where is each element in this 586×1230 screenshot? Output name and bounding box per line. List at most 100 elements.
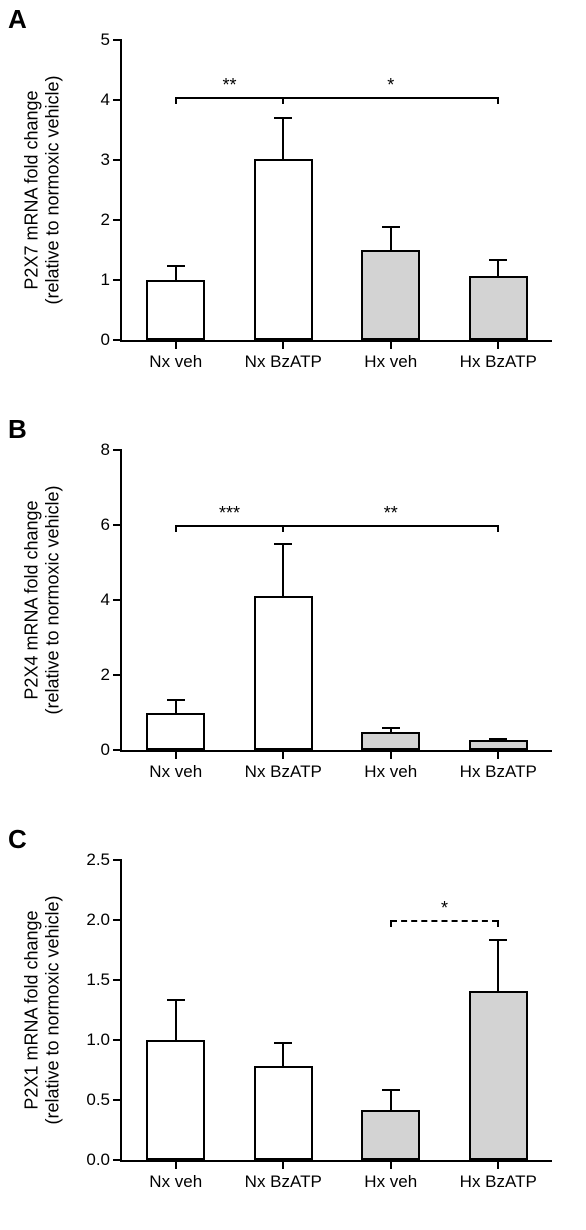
sig-bracket-tick [282,97,284,104]
bar [254,1066,313,1160]
bar [254,596,313,751]
bar [146,713,205,751]
y-tick [113,749,122,751]
x-tick-label: Nx veh [149,762,202,782]
bar [469,991,528,1160]
sig-label: * [387,75,394,96]
x-tick-label: Hx BzATP [460,1172,537,1192]
y-tick [113,674,122,676]
y-tick [113,159,122,161]
sig-bracket-tick [390,920,392,927]
x-tick-label: Nx BzATP [245,1172,322,1192]
bar [469,276,528,340]
y-tick-label: 3 [101,150,110,170]
error-bar [175,999,177,1040]
sig-bracket [283,525,498,527]
y-tick [113,99,122,101]
x-tick [390,340,392,349]
y-tick [113,1159,122,1161]
bar [146,1040,205,1160]
sig-bracket [176,525,284,527]
x-tick-label: Nx BzATP [245,352,322,372]
x-tick [497,1160,499,1169]
bar [361,1110,420,1160]
y-tick-label: 8 [101,440,110,460]
y-tick-label: 1 [101,270,110,290]
x-tick-label: Nx BzATP [245,762,322,782]
x-tick [497,340,499,349]
sig-bracket-tick [175,97,177,104]
x-tick-label: Hx BzATP [460,352,537,372]
error-cap [382,226,400,228]
bar [254,159,313,340]
x-tick [175,340,177,349]
error-cap [489,259,507,261]
y-tick-label: 4 [101,590,110,610]
y-tick [113,1099,122,1101]
error-bar [282,117,284,159]
error-bar [497,259,499,276]
panel-C: C P2X1 mRNA fold change(relative to normo… [0,820,586,1220]
x-tick-label: Hx veh [364,1172,417,1192]
x-tick-label: Hx veh [364,352,417,372]
bar [361,250,420,340]
y-tick-label: 2.0 [86,910,110,930]
x-tick [497,750,499,759]
panel-A: AP2X7 mRNA fold change(relative to normo… [0,0,586,400]
error-bar [282,543,284,596]
y-tick-label: 1.0 [86,1030,110,1050]
y-tick-label: 0.0 [86,1150,110,1170]
y-axis-title: P2X4 mRNA fold change(relative to normox… [21,485,62,714]
error-cap [489,939,507,941]
error-cap [274,1042,292,1044]
error-cap [489,738,507,740]
panel-label: C [8,824,27,855]
y-tick [113,279,122,281]
x-tick [175,1160,177,1169]
sig-label: ** [222,75,236,96]
error-bar [390,1089,392,1109]
figure: AP2X7 mRNA fold change(relative to normo… [0,0,586,1230]
error-cap [382,727,400,729]
x-tick [282,340,284,349]
y-tick [113,39,122,41]
x-tick-label: Nx veh [149,1172,202,1192]
bar [146,280,205,340]
y-tick [113,524,122,526]
y-tick [113,599,122,601]
sig-bracket [176,97,284,99]
y-tick [113,1039,122,1041]
plot-area: 02468Nx vehNx BzATPHx vehHx BzATP***** [120,450,552,752]
error-cap [382,1089,400,1091]
x-tick [282,750,284,759]
x-tick-label: Nx veh [149,352,202,372]
sig-label: ** [384,503,398,524]
sig-bracket-tick [497,525,499,532]
plot-area: 012345Nx vehNx BzATPHx vehHx BzATP*** [120,40,552,342]
y-tick-label: 0 [101,740,110,760]
sig-bracket-tick [175,525,177,532]
hatch-layer [122,450,552,750]
y-tick-label: 5 [101,30,110,50]
panel-label: B [8,414,27,445]
sig-label: *** [219,503,240,524]
sig-bracket-tick [282,525,284,532]
x-tick [390,1160,392,1169]
y-tick [113,219,122,221]
sig-bracket [391,920,499,922]
sig-bracket [283,97,498,99]
y-tick [113,339,122,341]
x-tick [282,1160,284,1169]
y-axis-title: P2X1 mRNA fold change(relative to normox… [21,895,62,1124]
error-bar [175,265,177,280]
y-tick [113,449,122,451]
y-tick-label: 0 [101,330,110,350]
error-bar [497,939,499,991]
x-tick-label: Hx BzATP [460,762,537,782]
sig-bracket-tick [497,97,499,104]
panel-B: B P2X4 mRNA fold change(relative to normo… [0,410,586,810]
error-cap [274,543,292,545]
y-tick-label: 2.5 [86,850,110,870]
y-tick-label: 2 [101,210,110,230]
error-cap [274,117,292,119]
